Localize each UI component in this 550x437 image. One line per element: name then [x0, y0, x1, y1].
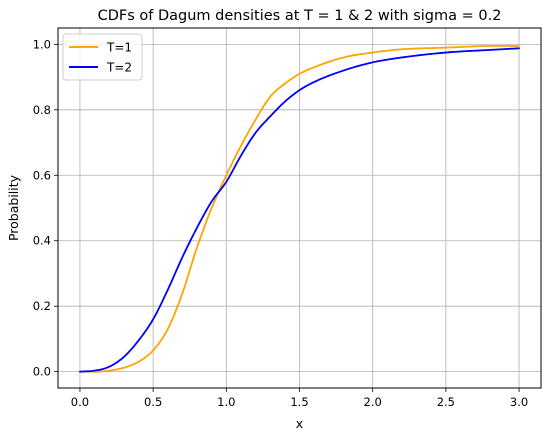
x-tick-label: 1.0 — [217, 395, 235, 409]
series-lines — [79, 45, 520, 373]
legend-label-t2: T=2 — [106, 61, 132, 75]
x-tick-label: 2.0 — [364, 395, 382, 409]
y-axis-label: Probability — [6, 174, 21, 241]
x-tick-label: 2.5 — [437, 395, 455, 409]
y-axis-ticks: 0.0 0.2 0.4 0.6 0.8 1.0 — [33, 37, 58, 379]
y-tick-label: 0.6 — [33, 168, 51, 182]
y-tick-label: 0.8 — [33, 103, 51, 117]
x-tick-label: 3.0 — [510, 395, 528, 409]
legend-label-t1: T=1 — [106, 41, 132, 55]
x-axis-ticks: 0.0 0.5 1.0 1.5 2.0 2.5 3.0 — [71, 388, 528, 409]
x-tick-label: 0.0 — [71, 395, 89, 409]
y-tick-label: 0.2 — [33, 299, 51, 313]
y-tick-label: 1.0 — [33, 37, 51, 51]
legend: T=1 T=2 — [62, 33, 143, 81]
y-tick-label: 0.0 — [33, 365, 51, 379]
grid — [58, 28, 541, 388]
y-tick-label: 0.4 — [33, 234, 51, 248]
chart-title: CDFs of Dagum densities at T = 1 & 2 wit… — [98, 8, 502, 24]
x-axis-label: x — [296, 416, 303, 431]
x-tick-label: 0.5 — [144, 395, 162, 409]
legend-box — [62, 33, 143, 81]
x-tick-label: 1.5 — [290, 395, 308, 409]
series-line-t1 — [79, 45, 520, 373]
series-line-t2 — [79, 47, 520, 373]
